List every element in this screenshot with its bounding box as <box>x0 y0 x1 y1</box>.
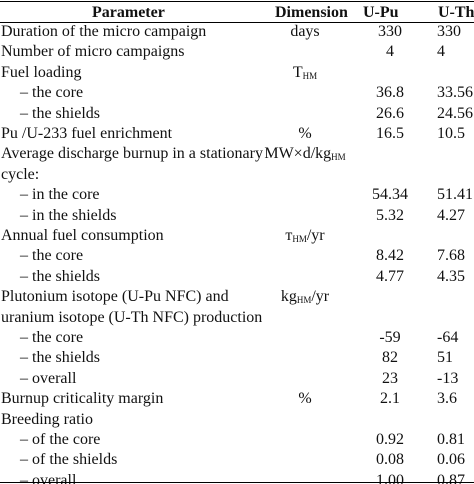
dimension-tail: /yr <box>306 227 325 244</box>
table-top-rule <box>0 1 474 2</box>
row-dimension: % <box>298 390 312 408</box>
table-header-rule <box>0 22 474 23</box>
row-upu-value: 23 <box>382 369 398 387</box>
header-dimension: Dimension <box>275 4 348 21</box>
row-parameter: – overall <box>20 369 77 387</box>
row-parameter: – overall <box>20 471 77 484</box>
row-parameter: Burnup criticality margin <box>1 390 164 408</box>
row-parameter: – the shields <box>20 104 100 122</box>
row-parameter: – the core <box>20 329 84 346</box>
row-upu-value: 2.1 <box>380 390 400 408</box>
row-dimension: days <box>290 23 320 40</box>
row-upu-value: 4 <box>386 43 394 61</box>
row-parameter: – in the core <box>20 186 100 204</box>
row-parameter: uranium isotope (U-Th NFC) production <box>1 308 263 326</box>
row-upu-value: 8.42 <box>376 247 404 265</box>
row-upu-value: 0.08 <box>376 451 404 469</box>
row-uth-value: 0.06 <box>437 451 465 469</box>
row-parameter: – the shields <box>20 267 100 285</box>
row-parameter: cycle: <box>1 165 40 183</box>
row-uth-value: 51.41 <box>437 186 473 204</box>
row-parameter: Duration of the micro campaign <box>1 23 207 40</box>
row-uth-value: 4.35 <box>437 267 465 285</box>
row-upu-value: 4.77 <box>376 267 404 285</box>
row-parameter: – of the core <box>20 431 101 448</box>
row-parameter: – the core <box>20 247 84 265</box>
dimension-unit: т <box>285 227 293 244</box>
row-parameter: – the core <box>20 84 84 102</box>
row-parameter: Pu /U-233 fuel enrichment <box>1 125 173 142</box>
row-uth-value: 330 <box>437 23 461 40</box>
row-upu-value: 82 <box>382 349 398 367</box>
row-parameter: – in the shields <box>20 206 117 224</box>
row-parameter: Number of micro campaigns <box>1 43 185 61</box>
row-upu-value: 5.32 <box>376 206 404 224</box>
row-uth-value: 4 <box>437 43 445 61</box>
row-parameter: Annual fuel consumption <box>1 227 164 244</box>
row-parameter: – of the shields <box>20 451 118 469</box>
row-uth-value: 3.6 <box>437 390 457 408</box>
dimension-subscript: HM <box>296 295 312 306</box>
row-upu-value: 26.6 <box>376 104 404 122</box>
row-upu-value: 330 <box>378 23 402 40</box>
row-uth-value: 51 <box>437 349 453 367</box>
dimension-unit: MW×d/kg <box>264 145 332 163</box>
row-parameter: Average discharge burnup in a stationary <box>1 145 263 163</box>
row-dimension: MW×d/kgHM <box>257 144 353 167</box>
row-upu-value: -59 <box>379 329 401 346</box>
row-uth-value: 24.56 <box>437 104 473 122</box>
table-bottom-rule <box>0 482 474 483</box>
row-uth-value: 0.87 <box>437 471 465 484</box>
row-uth-value: 33.56 <box>437 84 473 102</box>
dimension-subscript: HM <box>331 152 346 163</box>
row-upu-value: 54.34 <box>372 186 408 204</box>
row-upu-value: 1.00 <box>376 471 404 484</box>
row-uth-value: 10.5 <box>437 125 465 142</box>
header-upu: U-Pu <box>363 4 399 21</box>
row-uth-value: -64 <box>437 329 459 346</box>
row-upu-value: 0.92 <box>376 431 404 448</box>
row-dimension: % <box>298 125 312 142</box>
row-uth-value: 7.68 <box>437 247 465 265</box>
header-uth: U-Th <box>438 4 474 21</box>
row-dimension: THM <box>257 63 353 86</box>
row-parameter: Breeding ratio <box>1 410 93 428</box>
dimension-unit: kg <box>280 288 297 306</box>
row-parameter: Plutonium isotope (U-Pu NFC) and <box>1 288 229 306</box>
row-upu-value: 16.5 <box>376 125 404 142</box>
row-parameter: – the shields <box>20 349 100 367</box>
header-parameter: Parameter <box>92 4 165 21</box>
row-dimension: kgHM/yr <box>257 287 353 310</box>
dimension-tail: /yr <box>311 288 330 306</box>
row-dimension: тHM/yr <box>257 226 353 249</box>
dimension-unit: T <box>292 63 303 81</box>
row-parameter: Fuel loading <box>1 63 82 81</box>
row-upu-value: 36.8 <box>376 84 404 102</box>
row-uth-value: -13 <box>437 369 459 387</box>
dimension-subscript: HM <box>292 234 307 244</box>
dimension-subscript: HM <box>302 70 318 81</box>
row-uth-value: 4.27 <box>437 206 465 224</box>
row-uth-value: 0.81 <box>437 431 465 448</box>
